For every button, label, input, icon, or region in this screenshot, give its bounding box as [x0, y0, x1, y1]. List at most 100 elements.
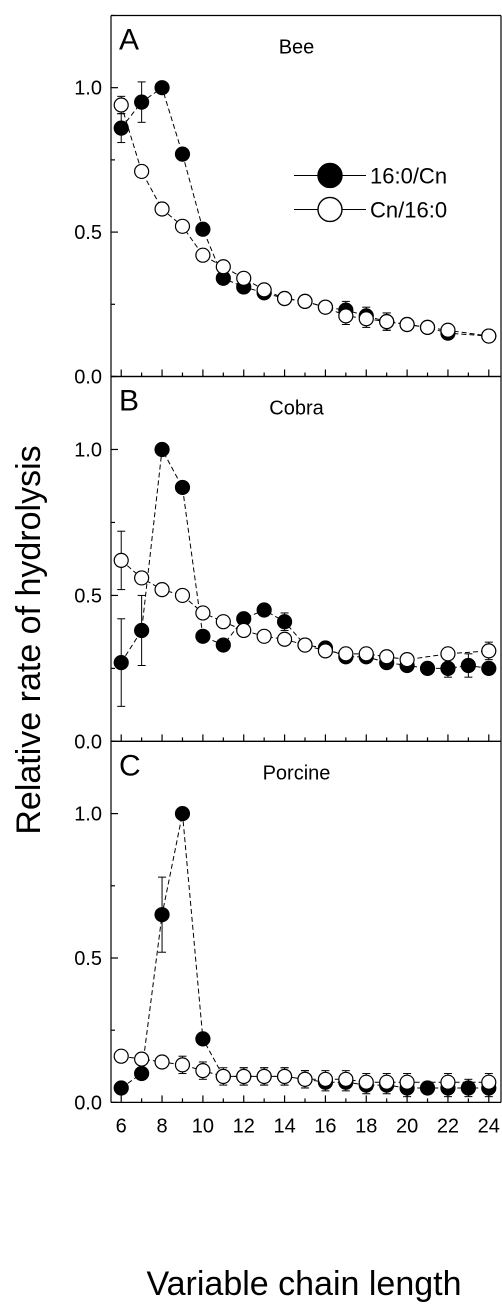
data-point-open: [256, 1068, 272, 1085]
series-line: [120, 447, 489, 669]
data-point-open: [338, 308, 354, 324]
data-point-open: [379, 649, 395, 665]
data-point-filled: [113, 654, 129, 671]
data-point-filled: [460, 657, 476, 674]
x-tick-label: 20: [396, 1115, 418, 1137]
x-tick-label: 10: [192, 1115, 214, 1137]
data-point-open: [338, 1071, 354, 1087]
y-tick-label: 1.0: [74, 78, 102, 100]
series-filled: [113, 805, 497, 1098]
data-point-open: [358, 1074, 374, 1090]
data-point-filled: [154, 80, 170, 96]
data-point-filled: [195, 221, 211, 237]
data-point-filled: [195, 628, 211, 644]
legend-label: Cn/16:0: [370, 197, 447, 222]
series-open: [113, 530, 497, 668]
data-point-filled: [256, 602, 272, 618]
panel-letter: C: [119, 749, 141, 782]
x-tick-label: 8: [156, 1115, 167, 1137]
x-tick-label: 22: [437, 1115, 459, 1137]
data-point-open: [379, 1074, 395, 1090]
data-point-filled: [195, 1031, 211, 1047]
data-point-open: [236, 270, 252, 286]
data-point-filled: [276, 614, 293, 630]
panel-letter: B: [119, 384, 139, 417]
data-point-open: [399, 1074, 415, 1090]
data-point-open: [276, 290, 293, 307]
data-point-open: [440, 646, 456, 662]
data-point-open: [236, 1068, 252, 1085]
data-point-open: [134, 570, 150, 586]
data-point-open: [174, 218, 191, 234]
data-point-open: [297, 293, 313, 310]
y-tick-label: 1.0: [74, 439, 102, 461]
data-point-filled: [154, 907, 170, 923]
data-point-open: [134, 1051, 150, 1067]
data-point-filled: [174, 146, 191, 162]
y-tick-label: 0.0: [74, 366, 102, 388]
data-point-open: [195, 247, 211, 263]
data-point-open: [256, 282, 272, 298]
legend: 16:0/Cn Cn/16:0: [294, 162, 447, 223]
y-tick-label: 0.0: [74, 1092, 102, 1114]
data-point-open: [215, 1068, 231, 1085]
x-axis-label: Variable chain length: [146, 1265, 461, 1303]
data-point-open: [399, 316, 415, 333]
data-point-filled: [113, 120, 129, 136]
data-point-open: [154, 1054, 170, 1070]
x-tick-label: 24: [478, 1115, 500, 1137]
data-point-filled: [174, 805, 191, 822]
x-axis-ticks: 6 8 10 12 14 16 18 20 22 24: [116, 1115, 500, 1137]
data-point-open: [338, 646, 354, 662]
x-tick-label: 18: [355, 1115, 377, 1137]
data-point-open: [317, 643, 334, 659]
y-tick-label: 0.5: [74, 222, 102, 244]
data-point-filled: [419, 660, 436, 677]
data-point-open: [174, 587, 191, 604]
panel-letter: A: [119, 23, 139, 56]
data-point-open: [419, 319, 436, 335]
panel-title: Bee: [279, 36, 315, 58]
data-point-open: [215, 259, 231, 275]
y-tick-label: 1.0: [74, 804, 102, 826]
data-point-open: [276, 631, 293, 647]
y-tick-label: 0.0: [74, 731, 102, 753]
data-point-filled: [440, 660, 456, 677]
series-filled: [113, 441, 497, 707]
x-tick-label: 16: [314, 1115, 336, 1137]
x-tick-label: 12: [233, 1115, 255, 1137]
data-point-filled: [419, 1080, 436, 1096]
data-point-open: [134, 163, 150, 180]
data-point-open: [195, 1063, 211, 1079]
data-point-filled: [134, 1065, 150, 1082]
data-point-filled: [174, 479, 191, 496]
panel-title: Cobra: [269, 397, 324, 419]
data-point-open: [297, 1071, 313, 1087]
data-point-open: [276, 1068, 293, 1085]
data-point-open: [215, 614, 231, 630]
data-point-open: [154, 581, 170, 598]
legend-marker: [317, 196, 343, 223]
data-point-open: [481, 643, 497, 659]
data-point-open: [379, 314, 395, 330]
data-point-open: [195, 605, 211, 621]
data-point-open: [358, 311, 374, 327]
x-tick-label: 14: [273, 1115, 295, 1137]
data-point-open: [399, 652, 415, 668]
data-point-open: [317, 1071, 334, 1087]
series-open: [113, 95, 497, 344]
data-point-filled: [481, 660, 497, 677]
panels: 0.0 0.5 1.0 A Bee 0.0 0.5 1.0 B Cobra 0.0 0.5 1.0 C Po…: [74, 14, 502, 1114]
data-point-filled: [134, 622, 150, 639]
data-point-open: [174, 1057, 191, 1073]
data-point-open: [154, 201, 170, 217]
data-point-open: [358, 646, 374, 662]
y-tick-label: 0.5: [74, 585, 102, 607]
x-tick-label: 6: [116, 1115, 127, 1137]
data-point-open: [236, 622, 252, 639]
y-axis-label: Relative rate of hydrolysis: [10, 445, 48, 834]
series-line: [120, 813, 489, 1089]
data-point-open: [113, 97, 129, 113]
data-point-open: [256, 628, 272, 644]
